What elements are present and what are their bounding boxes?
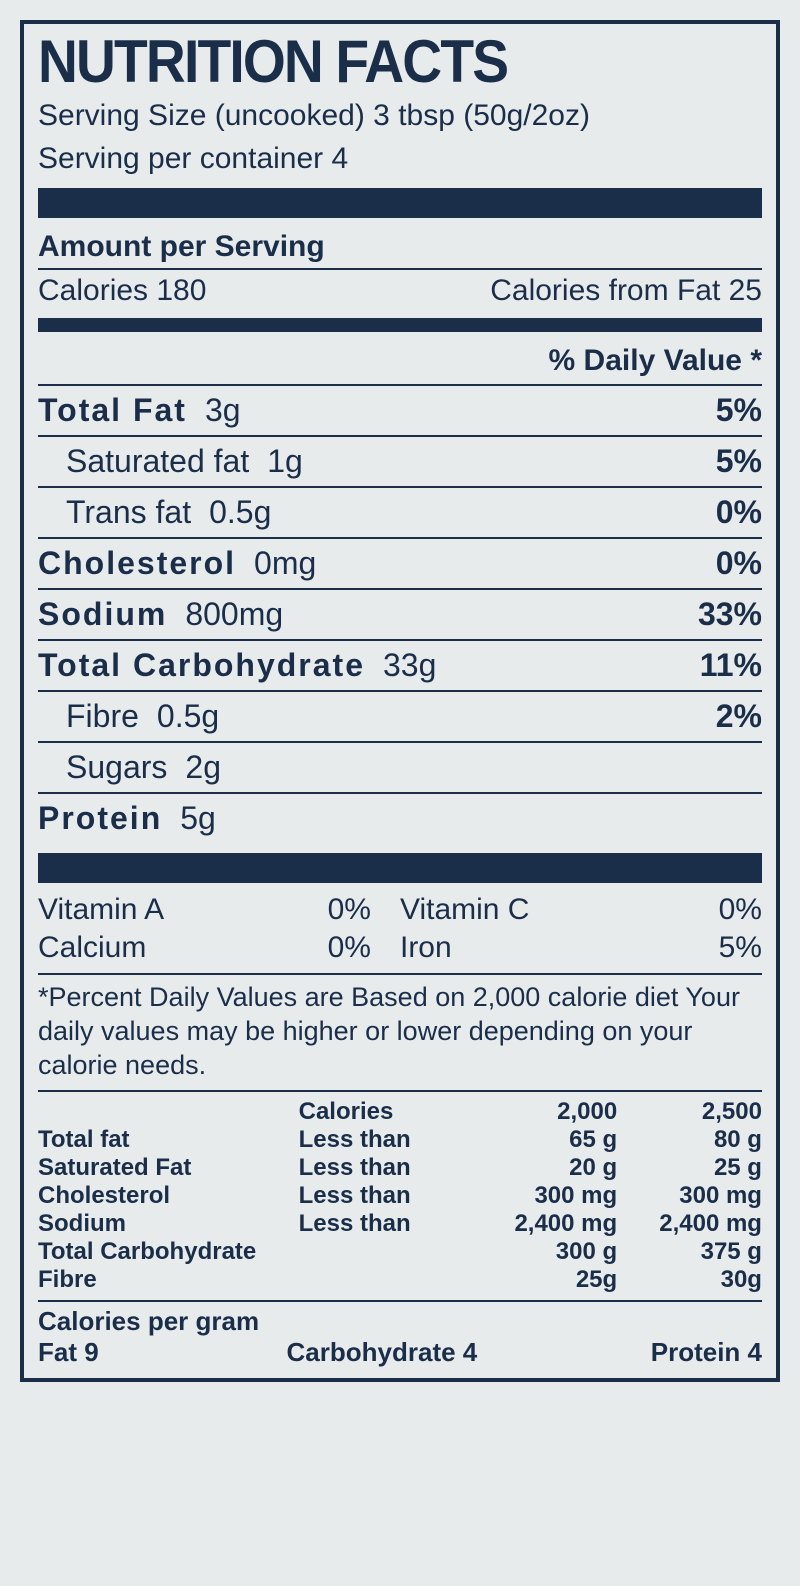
vitamin-pct: 0%: [653, 893, 762, 927]
guide-row: SodiumLess than2,400 mg2,400 mg: [38, 1210, 762, 1238]
guide-header-2000: 2,000: [472, 1098, 617, 1126]
guide-qualifier: Less than: [299, 1182, 473, 1210]
nutrient-amount: 2g: [185, 749, 221, 785]
cpg-header: Calories per gram: [38, 1306, 762, 1337]
nutrient-amount: 3g: [205, 392, 241, 428]
servings-per-container: Serving per container 4: [38, 139, 762, 178]
guide-2500-value: 30g: [617, 1266, 762, 1294]
guide-2500-value: 2,400 mg: [617, 1210, 762, 1238]
cpg-protein: Protein 4: [545, 1337, 762, 1368]
calories-row: Calories 180 Calories from Fat 25: [38, 270, 762, 312]
guide-header-calories: Calories: [299, 1098, 473, 1126]
daily-value-header: % Daily Value *: [38, 338, 762, 384]
vitamin-pct: 0%: [328, 893, 400, 927]
nutrient-row: Protein5g: [38, 792, 762, 843]
nutrient-amount: 33g: [383, 647, 436, 683]
nutrient-list: Total Fat3g 5% Saturated fat1g 5% Trans fat0…: [38, 384, 762, 843]
guide-header-2500: 2,500: [617, 1098, 762, 1126]
nutrient-row: Trans fat0.5g 0%: [38, 486, 762, 537]
calories-per-gram: Calories per gram Fat 9 Carbohydrate 4 P…: [38, 1300, 762, 1368]
calories-from-fat: Calories from Fat 25: [490, 274, 762, 308]
serving-size: Serving Size (uncooked) 3 tbsp (50g/2oz): [38, 96, 762, 135]
nutrient-label: Sodium800mg: [38, 596, 283, 633]
guide-row: Fibre 25g30g: [38, 1266, 762, 1294]
title: NUTRITION FACTS: [38, 32, 704, 92]
nutrient-amount: 800mg: [185, 596, 283, 632]
cpg-carb: Carbohydrate 4: [219, 1337, 545, 1368]
nutrient-amount: 0mg: [254, 545, 316, 581]
vitamin-name: Iron: [400, 931, 653, 965]
nutrient-amount: 1g: [267, 443, 303, 479]
guide-nutrient: Sodium: [38, 1210, 299, 1238]
nutrient-dv: 33%: [698, 596, 762, 633]
guide-qualifier: Less than: [299, 1154, 473, 1182]
guide-2000-value: 2,400 mg: [472, 1210, 617, 1238]
guide-2000-value: 65 g: [472, 1126, 617, 1154]
guide-nutrient: Cholesterol: [38, 1182, 299, 1210]
vitamin-pct: 5%: [653, 931, 762, 965]
guide-2000-value: 25g: [472, 1266, 617, 1294]
thick-rule: [38, 853, 762, 883]
nutrient-label: Protein5g: [38, 800, 216, 837]
guide-nutrient: Total Carbohydrate: [38, 1238, 299, 1266]
medium-rule: [38, 318, 762, 332]
nutrient-label: Total Fat3g: [38, 392, 241, 429]
nutrient-row: Sodium800mg 33%: [38, 588, 762, 639]
thick-rule: [38, 188, 762, 218]
nutrient-dv: 0%: [716, 545, 762, 582]
guide-nutrient: Total fat: [38, 1126, 299, 1154]
nutrient-row: Cholesterol0mg 0%: [38, 537, 762, 588]
nutrient-dv: 5%: [716, 392, 762, 429]
guide-qualifier: Less than: [299, 1210, 473, 1238]
footnote: *Percent Daily Values are Based on 2,000…: [38, 975, 762, 1082]
guide-2000-value: 300 mg: [472, 1182, 617, 1210]
vitamin-pct: 0%: [328, 931, 400, 965]
vitamin-name: Vitamin C: [400, 893, 653, 927]
nutrient-row: Fibre0.5g 2%: [38, 690, 762, 741]
vitamin-name: Calcium: [38, 931, 328, 965]
nutrient-dv: 2%: [716, 698, 762, 735]
nutrient-label: Sugars2g: [38, 749, 221, 786]
guide-2500-value: 375 g: [617, 1238, 762, 1266]
guide-row: CholesterolLess than300 mg300 mg: [38, 1182, 762, 1210]
nutrient-dv: 0%: [716, 494, 762, 531]
nutrient-row: Total Fat3g 5%: [38, 384, 762, 435]
vitamin-list: Vitamin A0%Vitamin C0%Calcium0%Iron5%: [38, 891, 762, 967]
guide-nutrient: Saturated Fat: [38, 1154, 299, 1182]
guide-2500-value: 80 g: [617, 1126, 762, 1154]
nutrition-facts-panel: NUTRITION FACTS Serving Size (uncooked) …: [20, 20, 780, 1382]
nutrient-label: Cholesterol0mg: [38, 545, 316, 582]
vitamin-row: Vitamin A0%Vitamin C0%: [38, 891, 762, 929]
nutrient-label: Total Carbohydrate33g: [38, 647, 436, 684]
nutrient-row: Sugars2g: [38, 741, 762, 792]
nutrient-label: Trans fat0.5g: [38, 494, 271, 531]
guide-nutrient: Fibre: [38, 1266, 299, 1294]
guide-2000-value: 300 g: [472, 1238, 617, 1266]
nutrient-label: Fibre0.5g: [38, 698, 219, 735]
nutrient-amount: 5g: [180, 800, 216, 836]
guide-row: Total Carbohydrate 300 g375 g: [38, 1238, 762, 1266]
guide-2500-value: 300 mg: [617, 1182, 762, 1210]
guide-row: Saturated FatLess than20 g25 g: [38, 1154, 762, 1182]
nutrient-row: Total Carbohydrate33g 11%: [38, 639, 762, 690]
guide-qualifier: [299, 1266, 473, 1294]
calorie-guide-table: Calories 2,000 2,500 Total fatLess than6…: [38, 1090, 762, 1294]
nutrient-label: Saturated fat1g: [38, 443, 303, 480]
nutrient-row: Saturated fat1g 5%: [38, 435, 762, 486]
guide-qualifier: Less than: [299, 1126, 473, 1154]
guide-row: Total fatLess than65 g80 g: [38, 1126, 762, 1154]
amount-per-serving-header: Amount per Serving: [38, 226, 762, 268]
cpg-fat: Fat 9: [38, 1337, 219, 1368]
nutrient-dv: 5%: [716, 443, 762, 480]
vitamin-row: Calcium0%Iron5%: [38, 929, 762, 967]
nutrient-amount: 0.5g: [209, 494, 271, 530]
calories-value: Calories 180: [38, 274, 206, 308]
nutrient-amount: 0.5g: [157, 698, 219, 734]
vitamin-name: Vitamin A: [38, 893, 328, 927]
guide-qualifier: [299, 1238, 473, 1266]
guide-2000-value: 20 g: [472, 1154, 617, 1182]
nutrient-dv: 11%: [700, 647, 762, 684]
guide-2500-value: 25 g: [617, 1154, 762, 1182]
